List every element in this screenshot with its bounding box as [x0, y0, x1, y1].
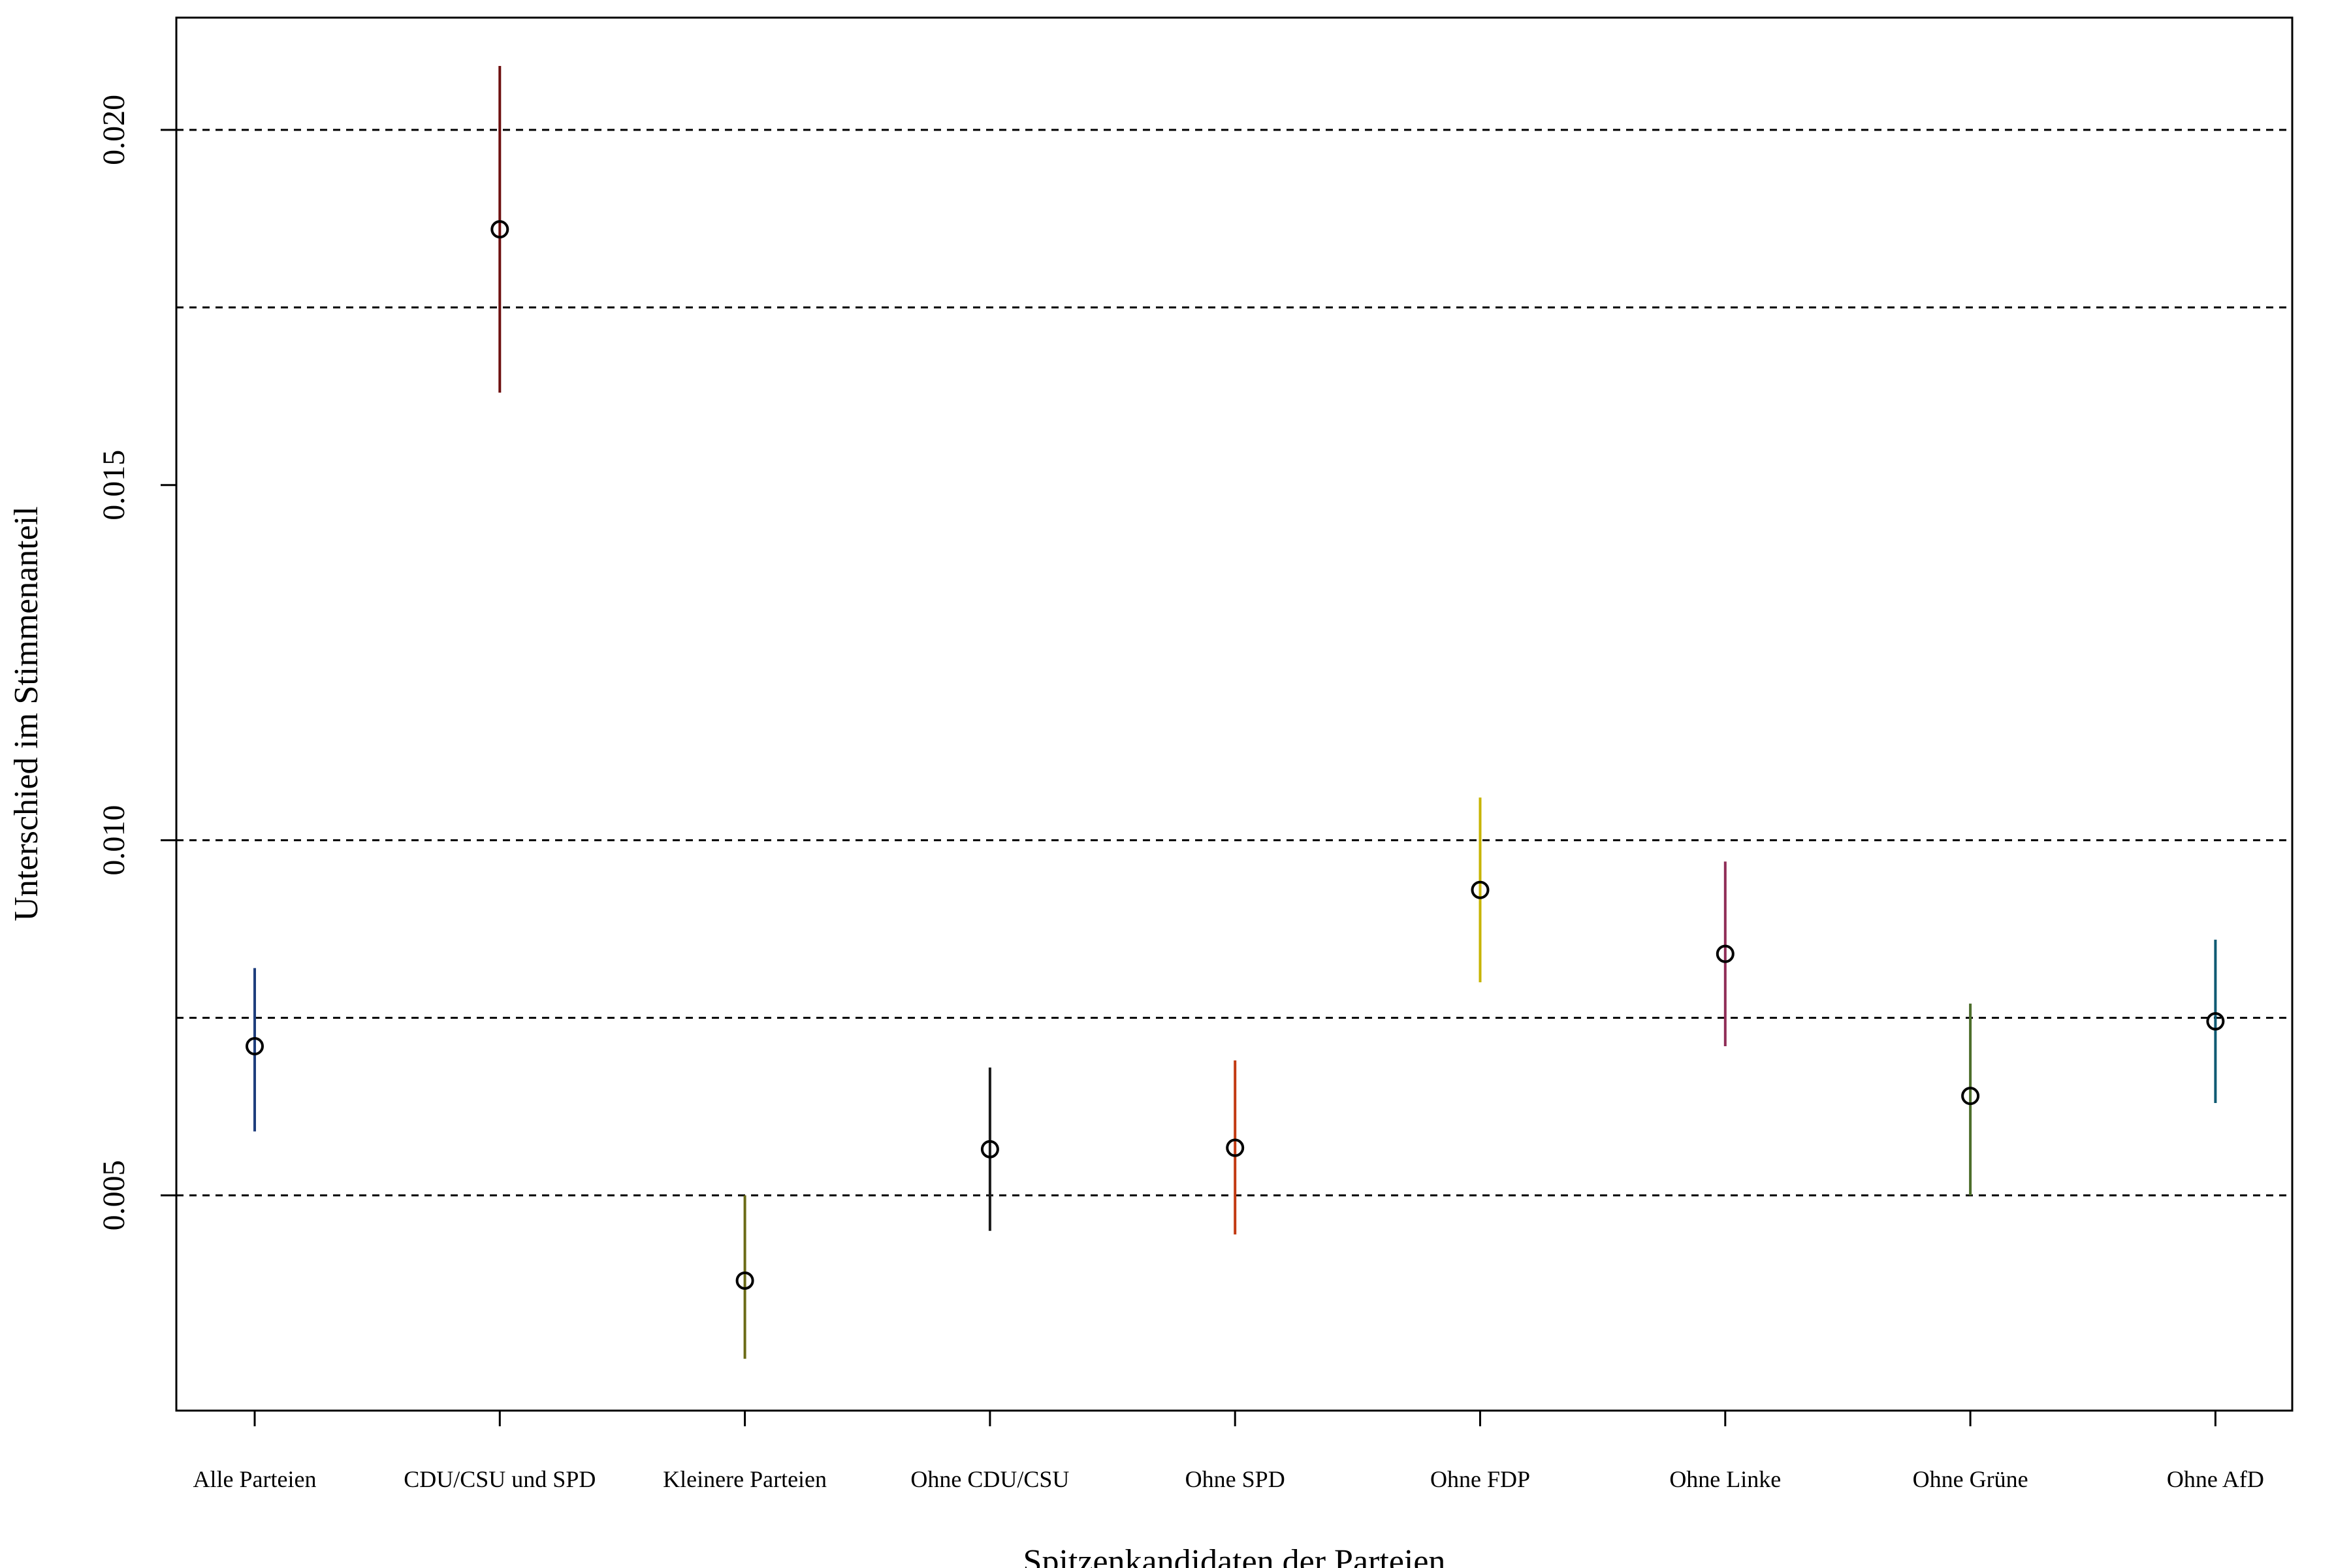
data-series — [246, 65, 2225, 1359]
x-axis-title: Spitzenkandidaten der Parteien — [1023, 1543, 1446, 1568]
plot-frame — [175, 16, 2294, 1412]
data-point — [1716, 944, 1735, 963]
x-tick-label: Alle Parteien — [193, 1466, 317, 1492]
data-point — [1961, 1087, 1980, 1106]
x-tick-label: Ohne CDU/CSU — [910, 1466, 1069, 1492]
y-axis-title: Unterschied im Stimmenanteil — [8, 506, 45, 921]
y-tick-label: 0.020 — [97, 95, 131, 165]
data-point — [980, 1140, 999, 1159]
x-tick-label: Ohne FDP — [1430, 1466, 1530, 1492]
reference-lines — [176, 129, 2292, 1196]
data-point — [1226, 1138, 1245, 1157]
data-point — [2206, 1012, 2225, 1031]
data-point — [735, 1271, 754, 1290]
x-tick-label: Ohne Linke — [1669, 1466, 1781, 1492]
data-point — [490, 220, 509, 239]
x-tick-label: Ohne SPD — [1185, 1466, 1285, 1492]
x-tick-label: Kleinere Parteien — [663, 1466, 827, 1492]
x-tick-label: CDU/CSU und SPD — [404, 1466, 596, 1492]
data-point — [1471, 880, 1490, 899]
y-axis: 0.005 0.010 0.015 0.020 — [97, 95, 176, 1230]
y-tick-label: 0.010 — [97, 805, 131, 876]
y-tick-label: 0.005 — [97, 1160, 131, 1230]
y-tick-label: 0.015 — [97, 450, 131, 520]
x-tick-label: Ohne Grüne — [1913, 1466, 2028, 1492]
x-axis: Alle Parteien CDU/CSU und SPD Kleinere Par… — [193, 1411, 2264, 1492]
x-tick-label: Ohne AfD — [2167, 1466, 2264, 1492]
data-point — [246, 1037, 264, 1056]
